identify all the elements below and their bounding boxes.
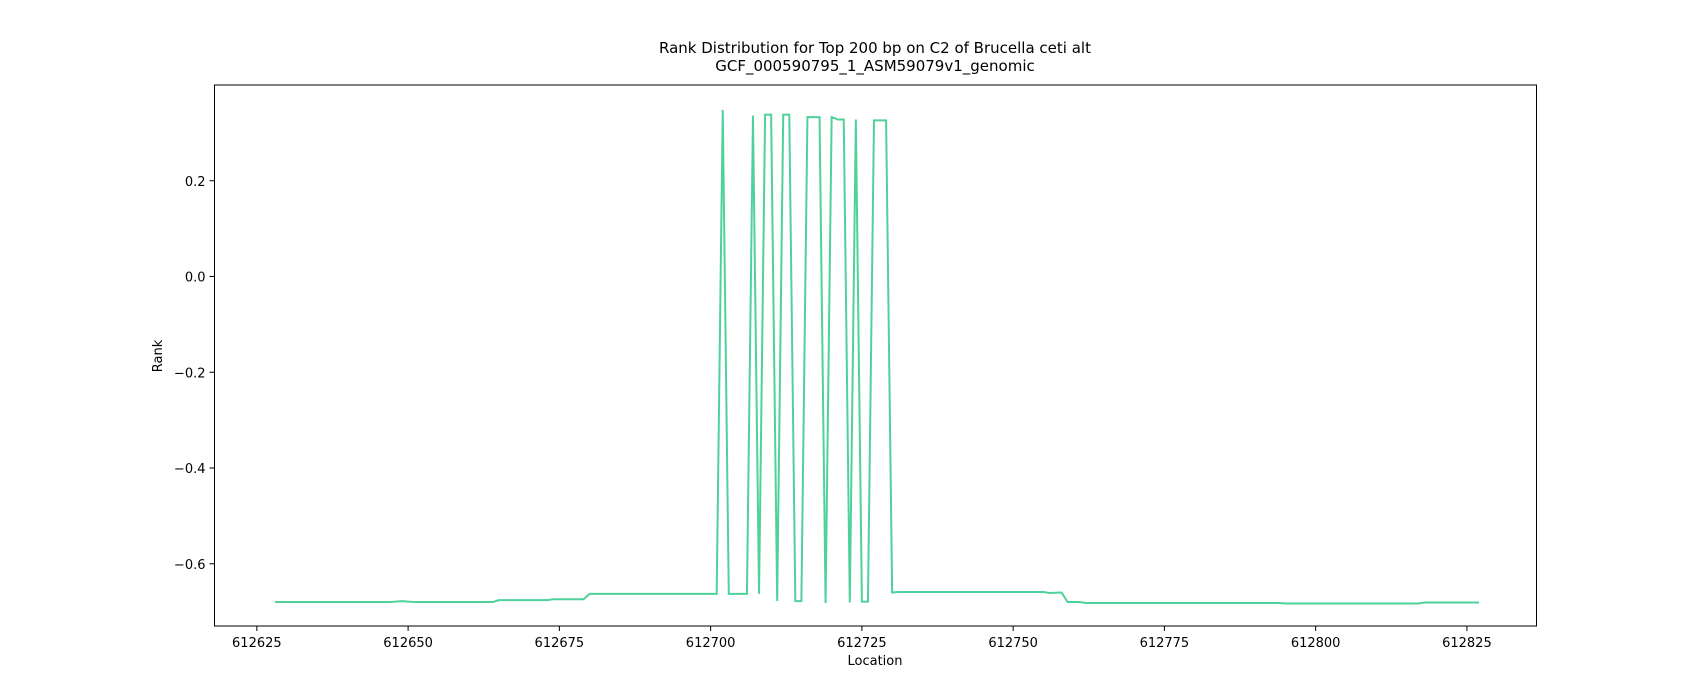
y-axis-label: Rank <box>151 339 166 372</box>
x-axis-label: Location <box>848 654 903 669</box>
x-tick-label: 612825 <box>1442 636 1492 651</box>
plot-frame <box>214 84 1537 627</box>
x-tick-label: 612750 <box>988 636 1038 651</box>
chart-title: Rank Distribution for Top 200 bp on C2 o… <box>659 39 1091 57</box>
x-axis: 612625 612650 612675 612700 612725 612750 6127… <box>232 626 1492 651</box>
x-tick-label: 612800 <box>1291 636 1341 651</box>
x-tick-label: 612775 <box>1140 636 1190 651</box>
x-tick-label: 612625 <box>232 636 282 651</box>
y-tick-label: −0.4 <box>174 462 206 477</box>
plot-marks <box>275 109 1480 605</box>
series-line-0 <box>275 109 1480 605</box>
x-tick-label: 612675 <box>535 636 585 651</box>
x-tick-label: 612700 <box>686 636 736 651</box>
y-axis: 0.2 0.0 −0.2 −0.4 −0.6 <box>174 175 215 573</box>
chart-subtitle: GCF_000590795_1_ASM59079v1_genomic <box>715 57 1034 76</box>
y-tick-label: 0.2 <box>185 175 206 190</box>
y-tick-label: 0.0 <box>185 271 206 286</box>
x-tick-label: 612650 <box>383 636 433 651</box>
x-tick-label: 612725 <box>837 636 887 651</box>
y-tick-label: −0.2 <box>174 366 206 381</box>
y-tick-label: −0.6 <box>174 558 206 573</box>
